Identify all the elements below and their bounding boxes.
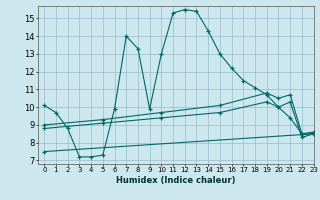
X-axis label: Humidex (Indice chaleur): Humidex (Indice chaleur) <box>116 176 236 185</box>
